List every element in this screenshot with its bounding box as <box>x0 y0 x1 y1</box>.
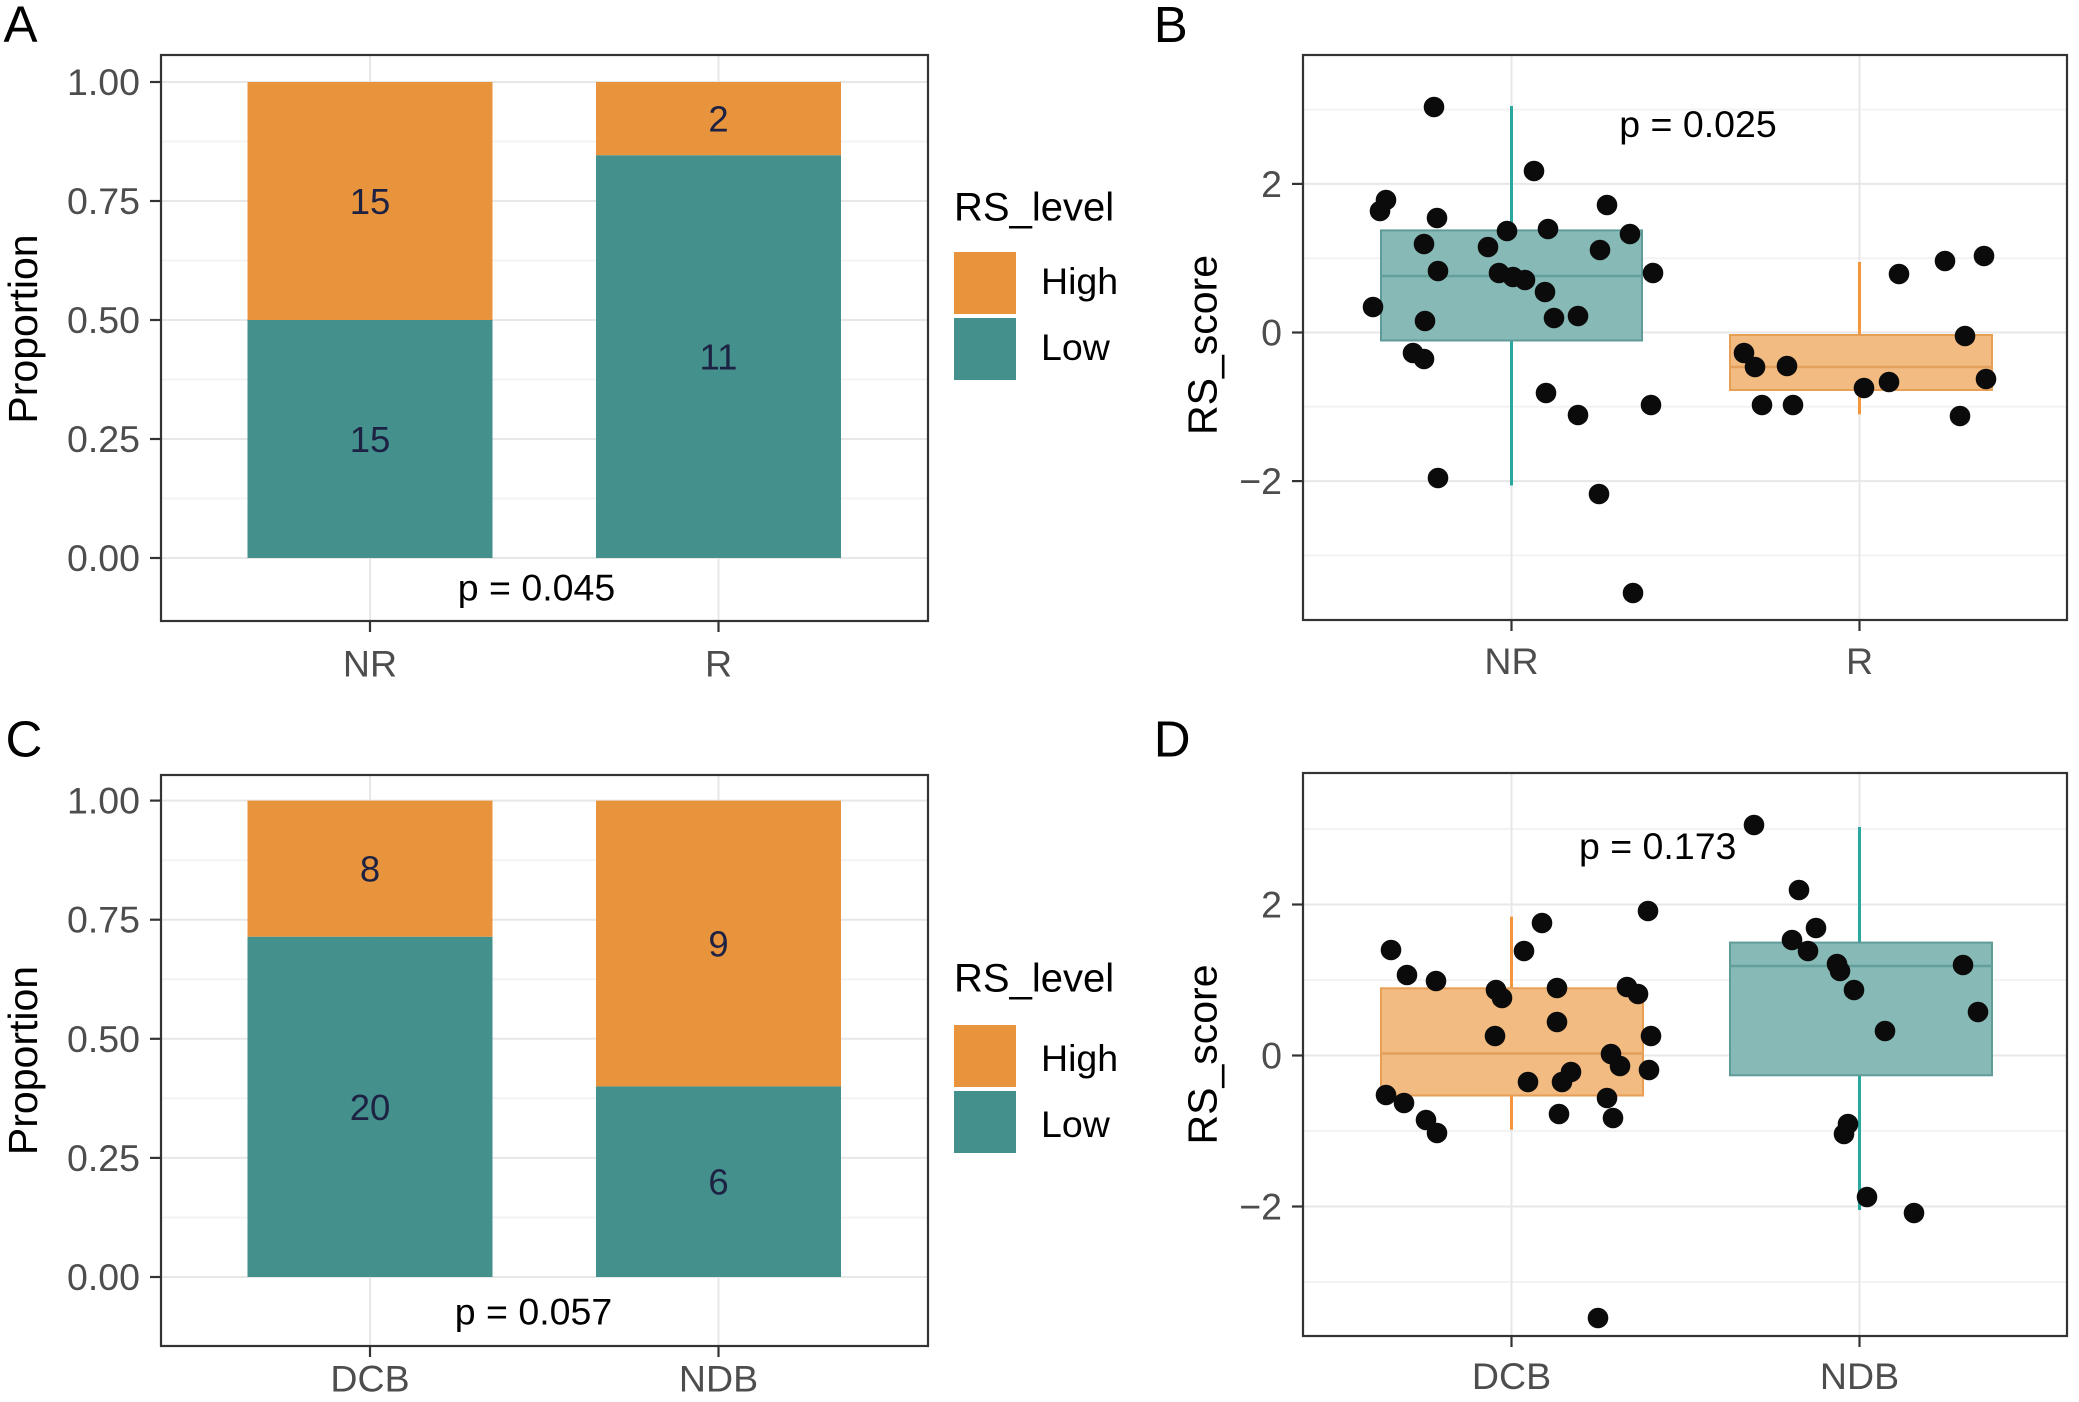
svg-text:0.75: 0.75 <box>67 180 140 222</box>
svg-text:1.00: 1.00 <box>67 780 140 822</box>
svg-text:RS_level: RS_level <box>954 957 1114 1001</box>
svg-text:9: 9 <box>708 924 728 965</box>
svg-text:0.75: 0.75 <box>67 899 140 941</box>
svg-text:0: 0 <box>1261 1035 1282 1077</box>
svg-text:2: 2 <box>1261 163 1282 205</box>
svg-text:p = 0.057: p = 0.057 <box>455 1291 612 1333</box>
svg-text:−2: −2 <box>1239 1186 1282 1228</box>
svg-text:DCB: DCB <box>330 1358 409 1400</box>
svg-text:0.50: 0.50 <box>67 1018 140 1060</box>
svg-text:NDB: NDB <box>679 1358 758 1400</box>
svg-text:C: C <box>6 711 43 768</box>
svg-text:RS_level: RS_level <box>954 186 1114 230</box>
svg-text:NR: NR <box>343 643 397 685</box>
svg-text:11: 11 <box>700 337 738 378</box>
svg-text:6: 6 <box>708 1162 728 1203</box>
svg-text:p = 0.173: p = 0.173 <box>1579 825 1736 867</box>
svg-text:8: 8 <box>360 849 380 890</box>
svg-text:DCB: DCB <box>1472 1355 1551 1397</box>
svg-text:High: High <box>1041 260 1118 302</box>
svg-text:Proportion: Proportion <box>0 966 46 1155</box>
svg-text:20: 20 <box>350 1087 391 1128</box>
svg-text:2: 2 <box>1261 884 1282 926</box>
svg-text:p = 0.025: p = 0.025 <box>1619 103 1776 145</box>
svg-text:0.00: 0.00 <box>67 537 140 579</box>
svg-text:NDB: NDB <box>1820 1355 1899 1397</box>
svg-text:0: 0 <box>1261 312 1282 354</box>
svg-text:2: 2 <box>708 99 728 140</box>
svg-text:0.25: 0.25 <box>67 1137 140 1179</box>
svg-text:0.25: 0.25 <box>67 418 140 460</box>
svg-text:Low: Low <box>1041 326 1111 368</box>
svg-text:1.00: 1.00 <box>67 61 140 103</box>
svg-text:0.50: 0.50 <box>67 299 140 341</box>
svg-text:R: R <box>705 643 732 685</box>
svg-text:RS_score: RS_score <box>1180 964 1226 1144</box>
svg-text:Low: Low <box>1041 1103 1111 1145</box>
svg-text:R: R <box>1846 640 1873 682</box>
svg-text:RS_score: RS_score <box>1180 255 1226 435</box>
svg-text:p = 0.045: p = 0.045 <box>458 567 615 609</box>
svg-text:15: 15 <box>350 181 391 222</box>
svg-text:High: High <box>1041 1037 1118 1079</box>
svg-text:15: 15 <box>350 419 391 460</box>
svg-text:Proportion: Proportion <box>0 234 46 423</box>
svg-text:A: A <box>4 0 38 53</box>
svg-text:B: B <box>1154 0 1188 53</box>
svg-text:0.00: 0.00 <box>67 1256 140 1298</box>
svg-text:NR: NR <box>1484 640 1538 682</box>
svg-text:D: D <box>1154 711 1191 768</box>
svg-text:−2: −2 <box>1239 460 1282 502</box>
